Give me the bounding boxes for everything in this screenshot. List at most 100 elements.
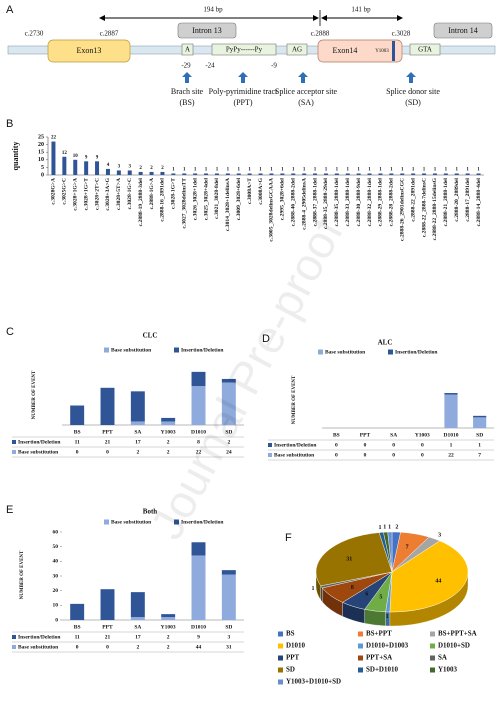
x-tick-label: c.2888-33_2888-1del xyxy=(345,178,351,227)
value-label: 3 xyxy=(129,165,132,170)
table-value: 11 xyxy=(75,439,80,445)
legend-label: PPT xyxy=(286,654,300,662)
legend-swatch xyxy=(278,631,283,637)
table-row-label: Base substitution xyxy=(18,449,58,455)
value-label: 9 xyxy=(96,155,99,160)
site-label: AG xyxy=(292,46,302,54)
table-value: 1 xyxy=(478,442,481,448)
value-label: 1 xyxy=(205,168,208,173)
x-tick-label: c.3028-1G>C xyxy=(127,178,133,209)
value-label: 8 xyxy=(351,585,354,591)
intron-box xyxy=(177,22,237,39)
x-tick-label: SA xyxy=(390,432,397,438)
bar-segment xyxy=(161,617,176,620)
x-tick-label: c.3028+1G>T xyxy=(83,178,89,211)
table-value: 21 xyxy=(105,634,111,640)
value-label: 1 xyxy=(270,168,273,173)
position-label: c.2888 xyxy=(311,30,330,38)
bar xyxy=(225,173,230,175)
legend-swatch xyxy=(358,667,363,673)
legend-swatch xyxy=(430,655,435,661)
legend-swatch xyxy=(318,349,323,355)
value-label: 1 xyxy=(445,168,448,173)
value-label: 1 xyxy=(456,168,459,173)
table-row-label: Base substitution xyxy=(274,452,314,458)
table-value: 0 xyxy=(392,442,395,448)
value-label: 22 xyxy=(51,136,57,141)
bar xyxy=(95,161,100,175)
bar-segment xyxy=(444,393,458,395)
panel-label: F xyxy=(285,532,292,544)
x-tick-label: c.2888-46_2888-2del xyxy=(291,178,297,227)
value-label: 1 xyxy=(378,525,381,531)
legend-swatch xyxy=(174,347,179,353)
x-tick-label: SA xyxy=(134,624,141,630)
bar-segment xyxy=(221,378,236,383)
site-name: Brach site xyxy=(171,87,204,96)
pie-slice xyxy=(389,540,469,613)
panel-label: B xyxy=(6,118,13,130)
bar xyxy=(105,168,110,175)
bar xyxy=(127,170,132,175)
table-value: 2 xyxy=(227,439,230,445)
bar xyxy=(345,173,350,175)
value-label: 2 xyxy=(150,166,153,171)
bar-segment xyxy=(130,617,145,620)
y-tick-label: 40 xyxy=(53,559,59,565)
bar xyxy=(422,173,427,175)
value-label: 9 xyxy=(85,155,88,160)
y-tick-label: 15 xyxy=(38,150,44,156)
legend-label: D1010 xyxy=(286,642,306,650)
x-tick-label: c.2888-28_2888-2del xyxy=(389,178,395,227)
value-label: 1 xyxy=(248,168,251,173)
x-tick-label: c.2888-19_2888-3del xyxy=(138,178,144,227)
table-value: 0 xyxy=(392,452,395,458)
value-label: 1 xyxy=(281,168,284,173)
offset-label: -24 xyxy=(205,62,215,70)
bar xyxy=(214,173,219,175)
table-value: 9 xyxy=(197,634,200,640)
legend-swatch xyxy=(278,679,283,685)
value-label: 1 xyxy=(314,168,317,173)
y-tick-label: 20 xyxy=(53,588,59,594)
bar xyxy=(476,173,481,175)
value-label: 1 xyxy=(434,168,437,173)
residue-label: Y1003 xyxy=(375,49,389,54)
panel-a: A 194 bp 141 bp c.2730 c.2887 c.2888 c.3… xyxy=(6,4,496,107)
bar xyxy=(411,173,416,175)
site-abbr: (PPT) xyxy=(233,98,252,107)
y-tick-label: 10 xyxy=(53,603,59,609)
span-label: 141 bp xyxy=(351,6,371,14)
table-value: 0 xyxy=(76,644,79,650)
bar xyxy=(73,159,78,175)
legend-swatch xyxy=(430,643,435,649)
x-tick-label: c.3008A>G xyxy=(258,177,264,204)
panel-label: E xyxy=(6,504,13,516)
y-tick-label: 20 xyxy=(38,142,44,148)
value-label: 1 xyxy=(303,168,306,173)
legend-label: Insertion/Deletion xyxy=(181,519,223,525)
bar xyxy=(84,161,89,175)
offset-label: -9 xyxy=(271,62,277,70)
site-box xyxy=(409,43,441,56)
y-tick-label: 10 xyxy=(38,157,44,163)
table-swatch xyxy=(268,453,272,457)
site-abbr: (BS) xyxy=(179,98,194,107)
table-value: 11 xyxy=(75,634,80,640)
legend-label: SD+D1010 xyxy=(366,666,398,674)
y-tick-label: 25 xyxy=(38,134,44,140)
position-label: c.2730 xyxy=(25,30,44,38)
bar xyxy=(356,173,361,175)
site-name: Splice donor site xyxy=(386,87,440,96)
table-value: 8 xyxy=(197,439,200,445)
table-value: 2 xyxy=(167,644,170,650)
legend-label: D1010+SD xyxy=(438,642,470,650)
legend-swatch xyxy=(278,655,283,661)
legend-swatch xyxy=(104,347,109,353)
arrow xyxy=(298,72,308,83)
x-tick-label: c.2888-1G>A xyxy=(149,178,155,209)
x-tick-label: c.2888-35_2888-29del xyxy=(323,178,329,230)
bar-segment xyxy=(70,603,85,620)
x-tick-label: c.3025_3028+4del xyxy=(203,178,209,221)
legend-label: SD xyxy=(286,666,295,674)
